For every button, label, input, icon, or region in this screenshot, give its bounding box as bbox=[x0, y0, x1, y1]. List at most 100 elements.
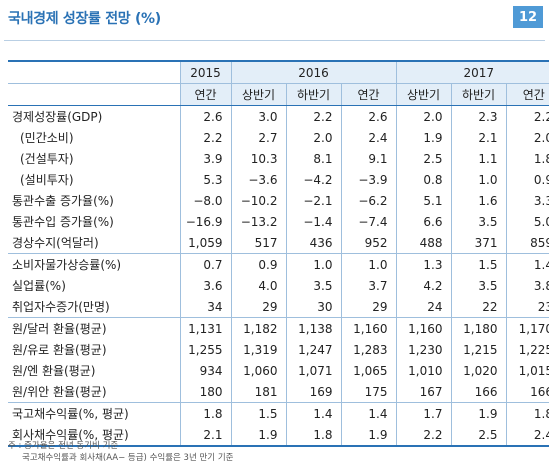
header-blank-cell bbox=[8, 60, 180, 84]
table-row: 취업자수증가(만명)34293029242223 bbox=[8, 296, 549, 318]
table-cell: 166 bbox=[450, 381, 506, 403]
table-cell: 0.9 bbox=[505, 169, 549, 190]
table-cell: 1,180 bbox=[450, 317, 506, 339]
table-cell: −1.4 bbox=[285, 211, 341, 232]
table-cell: 175 bbox=[340, 381, 396, 403]
table-row: 원/달러 환율(평균) 1,131 1,182 1,138 1,160 1,160 1,18… bbox=[8, 317, 549, 339]
table-row: (설비투자) 5.3−3.6−4.2−3.90.81.00.9 bbox=[8, 169, 549, 190]
header-year-2016: 2016 bbox=[230, 60, 396, 84]
footnote-bond-maturity: 국고채수익률과 회사채(AA− 등급) 수익률은 3년 만기 기준 bbox=[22, 453, 234, 463]
table-cell: 34 bbox=[179, 296, 231, 318]
row-label: 회사채수익률(%, 평균) bbox=[8, 424, 180, 447]
header-period: 하반기 bbox=[285, 83, 341, 106]
page-title: 국내경제 성장률 전망 (%) bbox=[8, 11, 161, 27]
table-cell: 371 bbox=[450, 232, 506, 254]
row-label: 원/엔 환율(평균) bbox=[12, 364, 96, 378]
table-cell: 1.3 bbox=[395, 253, 451, 275]
table-cell: 1,059 bbox=[179, 232, 231, 254]
header-period: 연간 bbox=[505, 83, 549, 106]
table-cell: 1,015 bbox=[505, 360, 549, 381]
table-cell: 8.1 bbox=[285, 148, 341, 169]
table-cell: 1.1 bbox=[450, 148, 506, 169]
row-label: 원/위안 환율(평균) bbox=[8, 381, 180, 403]
table-cell: 1,131 bbox=[179, 317, 231, 339]
table-row: (민간소비)2.22.72.02.41.92.12.0 bbox=[8, 127, 549, 148]
header-year-2017: 2017 bbox=[395, 60, 549, 84]
table-cell: −3.6 bbox=[230, 169, 286, 190]
table-cell: 436 bbox=[285, 232, 341, 254]
table-cell: 3.3 bbox=[505, 190, 549, 211]
table-cell: 1.9 bbox=[230, 424, 286, 447]
table-cell: 1.8 bbox=[505, 402, 549, 424]
header-period: 연간 bbox=[340, 83, 396, 106]
table-cell: 1,170 bbox=[505, 317, 549, 339]
table-row: 소비자물가상승률(%)0.70.91.01.01.31.51.4 bbox=[8, 253, 549, 275]
table-cell: 30 bbox=[285, 296, 341, 318]
page-number-badge: 12 bbox=[513, 6, 543, 28]
table-cell: 167 bbox=[395, 381, 451, 403]
table-cell: −4.2 bbox=[285, 169, 341, 190]
row-label: 실업률(%) bbox=[12, 279, 66, 293]
table-cell: 1,182 bbox=[230, 317, 286, 339]
row-label: (민간소비) bbox=[20, 131, 74, 145]
table-cell: 1,255 bbox=[179, 339, 231, 360]
header-blank-cell bbox=[8, 83, 180, 106]
table-cell: 1.4 bbox=[505, 253, 549, 275]
table-row: 경제성장률(GDP)2.63.02.22.62.02.32.2 bbox=[8, 105, 549, 127]
table-cell: 3.5 bbox=[450, 275, 506, 296]
table-cell: 2.6 bbox=[340, 105, 396, 127]
table-cell: 169 bbox=[285, 381, 341, 403]
table-cell: 1.8 bbox=[179, 402, 231, 424]
table-cell: 2.5 bbox=[450, 424, 506, 447]
forecast-table: 2015 2016 2017 연간 상반기 하반기 연간 상반기 하반기 연간 … bbox=[8, 60, 549, 447]
table-cell: −2.1 bbox=[285, 190, 341, 211]
table-cell: 181 bbox=[230, 381, 286, 403]
table-cell: 1,060 bbox=[230, 360, 286, 381]
table-cell: 517 bbox=[230, 232, 286, 254]
table-cell: 166 bbox=[505, 381, 549, 403]
table-cell: 2.0 bbox=[505, 127, 549, 148]
table-cell: 10.3 bbox=[230, 148, 286, 169]
table-cell: 2.5 bbox=[395, 148, 451, 169]
row-label: 경제성장률(GDP) bbox=[12, 110, 103, 124]
table-cell: 4.0 bbox=[230, 275, 286, 296]
table-cell: 2.0 bbox=[285, 127, 341, 148]
table-cell: 3.9 bbox=[179, 148, 231, 169]
row-label: 경상수지(억달러) bbox=[8, 232, 180, 254]
table-cell: 3.5 bbox=[450, 211, 506, 232]
table-cell: 5.3 bbox=[179, 169, 231, 190]
table-cell: 1.8 bbox=[285, 424, 341, 447]
table-cell: 2.6 bbox=[179, 105, 231, 127]
table-row: 통관수출 증가율(%) −8.0−10.2−2.1−6.25.11.63.3 bbox=[8, 190, 549, 211]
table-cell: 1,010 bbox=[395, 360, 451, 381]
table-cell: 22 bbox=[450, 296, 506, 318]
table-cell: 1.4 bbox=[340, 402, 396, 424]
table-cell: 1.4 bbox=[285, 402, 341, 424]
row-label: 원/달러 환율(평균) bbox=[12, 322, 107, 336]
table-cell: 3.7 bbox=[340, 275, 396, 296]
table-cell: 23 bbox=[505, 296, 549, 318]
footnote-basis: 주 : 증가율은 전년 동기비 기준 bbox=[8, 441, 119, 451]
table-cell: 0.9 bbox=[230, 253, 286, 275]
table-cell: 1.6 bbox=[450, 190, 506, 211]
row-label: (설비투자) bbox=[20, 173, 74, 187]
title-divider bbox=[4, 40, 545, 41]
header-period: 연간 bbox=[179, 83, 231, 106]
table-cell: 24 bbox=[395, 296, 451, 318]
table-cell: 3.6 bbox=[179, 275, 231, 296]
row-label: 소비자물가상승률(%) bbox=[12, 258, 122, 272]
table-cell: 2.1 bbox=[179, 424, 231, 447]
table-cell: 952 bbox=[340, 232, 396, 254]
header-period: 상반기 bbox=[230, 83, 286, 106]
table-cell: −7.4 bbox=[340, 211, 396, 232]
table-cell: −3.9 bbox=[340, 169, 396, 190]
table-cell: 29 bbox=[340, 296, 396, 318]
table-cell: −16.9 bbox=[179, 211, 231, 232]
row-label: 취업자수증가(만명) bbox=[8, 296, 180, 318]
table-cell: 1.9 bbox=[340, 424, 396, 447]
table-cell: 2.3 bbox=[450, 105, 506, 127]
table-cell: 1,071 bbox=[285, 360, 341, 381]
table-cell: −8.0 bbox=[179, 190, 231, 211]
row-label: 국고채수익률(%, 평균) bbox=[12, 407, 129, 421]
header-year-2015: 2015 bbox=[179, 60, 231, 84]
